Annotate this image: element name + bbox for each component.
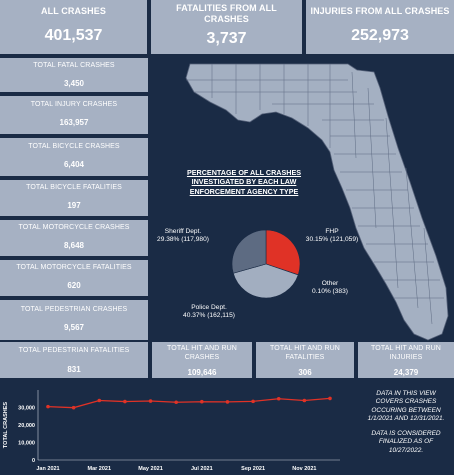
data-point-jul-2021[interactable]	[200, 399, 204, 404]
florida-shape	[185, 63, 449, 341]
x-tick-label: Jan 2021	[36, 466, 59, 472]
stat-label: TOTAL MOTORCYCLE FATALITIES	[16, 264, 132, 271]
x-tick-label: Mar 2021	[87, 466, 111, 472]
y-tick-label: 30,000	[18, 406, 35, 412]
pie-label-sheriff-text: 29.38% (117,980)	[157, 236, 209, 244]
pie-label-other-text: 0.10% (383)	[312, 288, 348, 296]
stat-value: 831	[67, 364, 81, 374]
stat-value: 620	[67, 280, 81, 290]
y-axis-title: TOTAL CRASHES	[3, 402, 9, 448]
pie-label-other: Other 0.10% (383)	[304, 280, 356, 296]
map-title: PERCENTAGE OF ALL CRASHES INVESTIGATED B…	[186, 168, 302, 196]
stat-value: 109,646	[187, 367, 217, 377]
injuries-value: 252,973	[351, 27, 409, 45]
pie-label-sheriff: Sheriff Dept. 29.38% (117,980)	[152, 228, 214, 244]
y-tick-label: 0	[32, 458, 35, 464]
agency-pie-chart[interactable]	[226, 224, 306, 304]
stat-label: TOTAL FATAL CRASHES	[33, 62, 115, 69]
fatalities-value: 3,737	[206, 29, 247, 47]
data-point-oct-2021[interactable]	[276, 396, 281, 401]
data-point-mar-2021[interactable]	[97, 398, 102, 403]
pedestrian-fatalities-tile: TOTAL PEDESTRIAN FATALITIES 831	[0, 342, 148, 378]
stat-label: TOTAL MOTORCYCLE CRASHES	[18, 224, 130, 231]
monthly-crashes-line-chart[interactable]: TOTAL CRASHES 0 10,000 20,000 30,000 Jan 2021…	[0, 382, 352, 475]
data-point-jun-2021[interactable]	[174, 400, 178, 405]
pie-label-police: Police Dept. 40.37% (162,115)	[178, 304, 240, 320]
stat-value: 9,567	[63, 322, 85, 332]
x-tick-label: Jul 2021	[191, 466, 213, 472]
stat-value: 6,404	[63, 159, 85, 169]
pie-label-fhp: FHP 30.15% (121,059)	[302, 228, 362, 244]
hit-and-run-injuries-tile: TOTAL HIT AND RUN INJURIES 24,379	[358, 342, 454, 378]
stat-label: TOTAL HIT AND RUN FATALITIES	[270, 345, 340, 361]
injuries-tile: INJURIES FROM ALL CRASHES 252,973	[306, 0, 454, 54]
data-point-dec-2021[interactable]	[328, 396, 332, 401]
monthly-crashes-chart-panel: TOTAL CRASHES 0 10,000 20,000 30,000 Jan 2021…	[0, 382, 352, 475]
pie-label-fhp-text: 30.15% (121,059)	[305, 236, 359, 244]
stat-label: TOTAL INJURY CRASHES	[30, 101, 118, 108]
stat-label: TOTAL PEDESTRIAN CRASHES	[20, 306, 128, 313]
stat-value: 3,450	[63, 78, 85, 88]
motorcycle-crashes-tile: TOTAL MOTORCYCLE CRASHES 8,648	[0, 220, 148, 256]
y-tick-label: 20,000	[18, 423, 35, 429]
bicycle-fatalities-tile: TOTAL BICYCLE FATALITIES 197	[0, 180, 148, 216]
motorcycle-fatalities-tile: TOTAL MOTORCYCLE FATALITIES 620	[0, 260, 148, 296]
all-crashes-tile: ALL CRASHES 401,537	[0, 0, 147, 54]
stat-label: TOTAL PEDESTRIAN FATALITIES	[18, 347, 130, 354]
date-range-note: DATA IN THIS VIEW COVERS CRASHES OCCURIN…	[367, 390, 445, 423]
data-notes: DATA IN THIS VIEW COVERS CRASHES OCCURIN…	[358, 382, 454, 475]
fatalities-label: FATALITIES FROM ALL CRASHES	[176, 3, 277, 25]
stat-value: 163,957	[59, 117, 89, 127]
stat-label: TOTAL HIT AND RUN CRASHES	[167, 345, 237, 361]
pie-label-sheriff-name: Sheriff Dept.	[164, 228, 202, 235]
fatal-crashes-tile: TOTAL FATAL CRASHES 3,450	[0, 58, 148, 92]
all-crashes-value: 401,537	[44, 27, 103, 45]
stat-label: TOTAL BICYCLE FATALITIES	[26, 184, 122, 191]
data-point-aug-2021[interactable]	[225, 400, 230, 404]
injury-crashes-tile: TOTAL INJURY CRASHES 163,957	[0, 96, 148, 134]
pie-slice-police-dept[interactable]	[232, 263, 299, 299]
data-point-sep-2021[interactable]	[251, 399, 255, 404]
data-point-apr-2021[interactable]	[123, 399, 127, 404]
y-tick-label: 10,000	[18, 441, 35, 447]
data-point-jan-2021[interactable]	[46, 404, 50, 409]
stat-value: 8,648	[63, 240, 85, 250]
stat-label: TOTAL BICYCLE CRASHES	[28, 143, 120, 150]
finalized-note: DATA IS CONSIDERED FINALIZED AS OF 10/27…	[371, 429, 441, 454]
pie-slice-sheriff-dept[interactable]	[231, 229, 267, 274]
pie-label-fhp-name: FHP	[325, 228, 339, 235]
pie-slice-fhp[interactable]	[265, 229, 301, 276]
stat-value: 306	[298, 367, 312, 377]
stat-label: TOTAL HIT AND RUN INJURIES	[371, 345, 441, 361]
x-tick-label: Sep 2021	[241, 466, 265, 472]
pie-label-police-text: 40.37% (162,115)	[183, 312, 235, 320]
series-line	[47, 397, 331, 409]
x-tick-label: Nov 2021	[292, 466, 316, 472]
hit-and-run-fatalities-tile: TOTAL HIT AND RUN FATALITIES 306	[256, 342, 354, 378]
map-panel: PERCENTAGE OF ALL CRASHES INVESTIGATED B…	[152, 58, 454, 343]
fatalities-tile: FATALITIES FROM ALL CRASHES 3,737	[151, 0, 302, 54]
stat-value: 197	[67, 200, 81, 210]
pie-label-other-name: Other	[321, 280, 339, 287]
all-crashes-label: ALL CRASHES	[41, 6, 106, 16]
stat-value: 24,379	[393, 367, 419, 377]
pedestrian-crashes-tile: TOTAL PEDESTRIAN CRASHES 9,567	[0, 300, 148, 340]
data-point-feb-2021[interactable]	[71, 405, 76, 410]
data-point-nov-2021[interactable]	[302, 398, 307, 403]
pie-label-police-name: Police Dept.	[191, 304, 227, 311]
data-point-may-2021[interactable]	[148, 399, 153, 403]
x-tick-label: May 2021	[138, 466, 162, 472]
bicycle-crashes-tile: TOTAL BICYCLE CRASHES 6,404	[0, 138, 148, 176]
florida-county-map[interactable]	[152, 58, 454, 343]
hit-and-run-crashes-tile: TOTAL HIT AND RUN CRASHES 109,646	[152, 342, 252, 378]
injuries-label: INJURIES FROM ALL CRASHES	[310, 6, 450, 16]
